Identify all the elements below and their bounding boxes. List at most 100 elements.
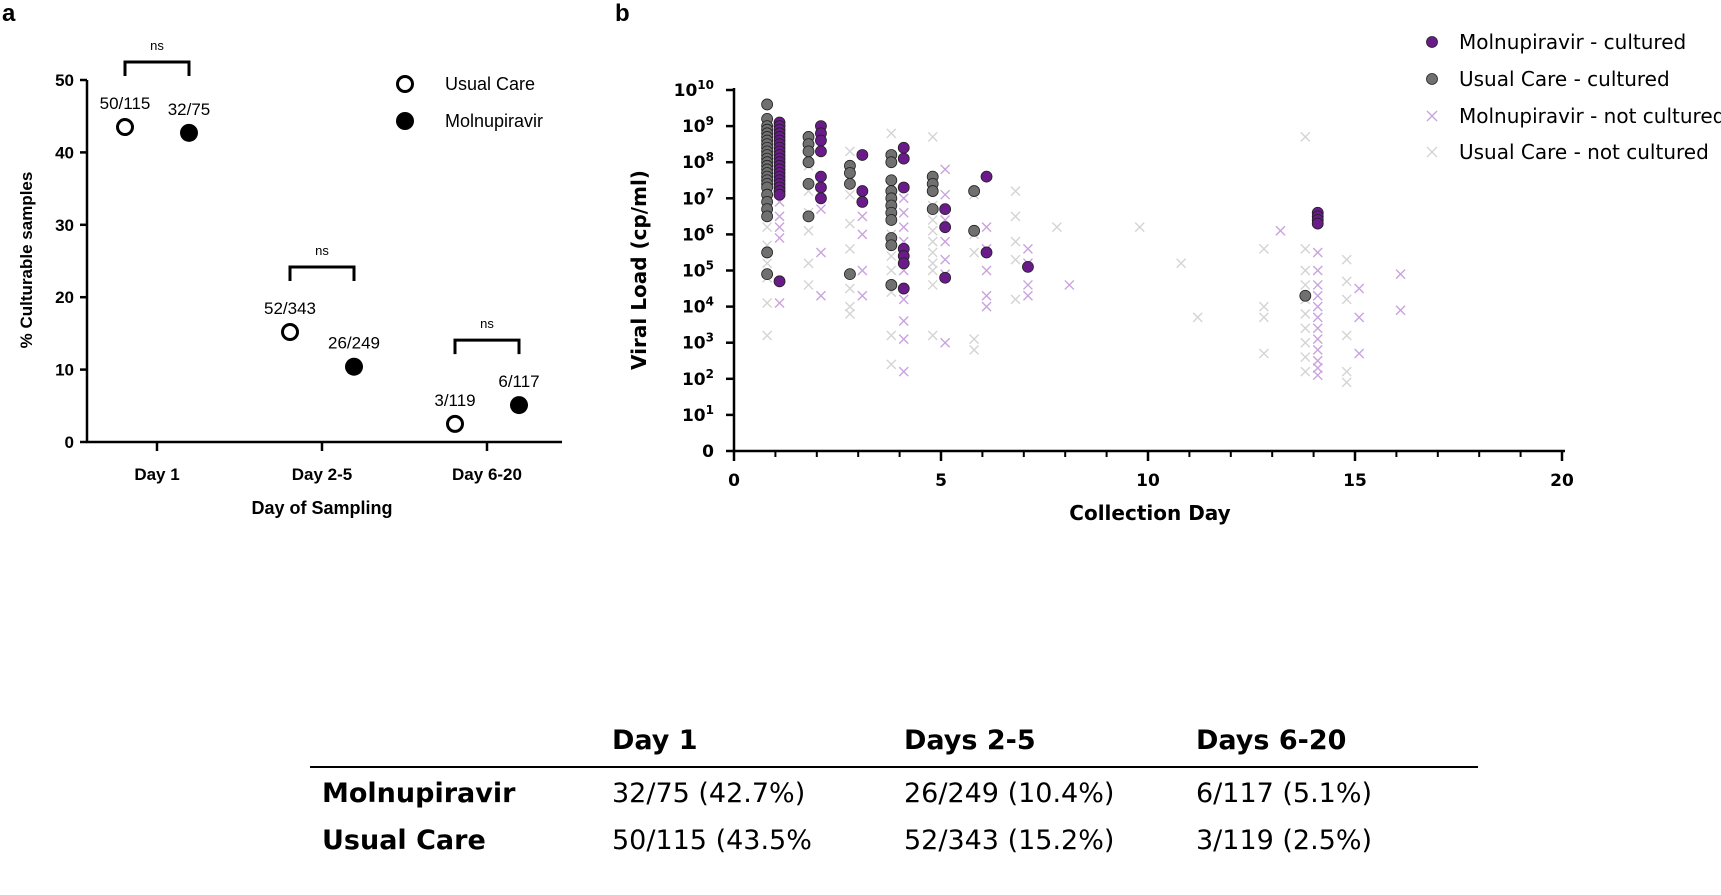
panel-a-y-tick-label: 20 [55, 288, 74, 307]
table-header-day-1: Day 1 [600, 715, 892, 768]
panel-b-point-usual-care-not-cultured [762, 297, 773, 308]
panel-a-data-label-molnupiravir: 32/75 [168, 100, 211, 119]
panel-b-point-molnupiravir-not-cultured [1312, 279, 1323, 290]
panel-b-point-molnupiravir-not-cultured [1312, 334, 1323, 345]
panel-b-point-molnupiravir-not-cultured [898, 366, 909, 377]
panel-b-point-molnupiravir-cultured [815, 192, 827, 205]
panel-b-point-usual-care-not-cultured [803, 225, 814, 236]
table-header-empty [310, 715, 600, 768]
panel-b-point-molnupiravir-not-cultured [981, 265, 992, 276]
panel-a-y-tick-label: 50 [55, 71, 74, 90]
panel-a-point-molnupiravir [510, 396, 528, 415]
panel-b-point-usual-care-not-cultured [886, 359, 897, 370]
panel-b-y-tick-label: 0 [702, 442, 714, 462]
panel-a-y-tick-label: 0 [65, 433, 74, 452]
panel-b-point-usual-care-not-cultured [1300, 243, 1311, 254]
table-header-row: Day 1 Days 2-5 Days 6-20 [310, 715, 1478, 768]
panel-b-point-usual-care-not-cultured [886, 330, 897, 341]
panel-b-point-usual-care-cultured [761, 246, 774, 259]
panel-b-point-molnupiravir-cultured [897, 282, 910, 295]
panel-b-point-molnupiravir-not-cultured [1312, 323, 1323, 334]
panel-a-y-axis-label: % Culturable samples [17, 172, 36, 349]
panel-b-point-molnupiravir-cultured [815, 170, 827, 183]
panel-b-point-usual-care-not-cultured [969, 344, 980, 355]
panel-b-point-usual-care-cultured [761, 268, 774, 281]
panel-a-chart: 0 10 20 30 40 50 Day 1 Day 2-5 Day 6-20 % Cultu… [17, 38, 562, 518]
panel-b-point-usual-care-not-cultured [927, 330, 938, 341]
panel-b-point-usual-care-not-cultured [927, 225, 938, 236]
panel-b-chart: 0 101 102 103 104 105 106 107 108 109 1010 0 5 10 15 2… [627, 30, 1721, 525]
panel-a-significance-bracket [288, 265, 356, 281]
panel-b-point-usual-care-not-cultured [1258, 301, 1269, 312]
panel-b-point-molnupiravir-not-cultured [1022, 290, 1033, 301]
panel-b-point-usual-care-not-cultured [844, 189, 855, 200]
panel-b-point-molnupiravir-cultured [773, 188, 786, 201]
panel-b-point-usual-care-not-cultured [969, 247, 980, 258]
panel-b-point-usual-care-not-cultured [927, 258, 938, 269]
panel-b-point-usual-care-not-cultured [927, 247, 938, 258]
panel-b-point-usual-care-not-cultured [844, 308, 855, 319]
panel-b-point-usual-care-cultured [885, 214, 898, 226]
panel-b-point-usual-care-not-cultured [1258, 348, 1269, 359]
panel-b-point-usual-care-cultured [1299, 289, 1312, 302]
panel-b-point-molnupiravir-not-cultured [940, 189, 951, 200]
panel-b-y-tick-label: 103 [682, 331, 714, 354]
panel-a-point-molnupiravir [345, 357, 363, 376]
panel-b-point-molnupiravir-not-cultured [1312, 355, 1323, 366]
panel-b-point-usual-care-not-cultured [1010, 211, 1021, 222]
panel-b-point-usual-care-not-cultured [844, 283, 855, 294]
panel-b-point-molnupiravir-not-cultured [898, 294, 909, 305]
panel-b-point-usual-care-not-cultured [1300, 308, 1311, 319]
panel-b-point-usual-care-not-cultured [969, 334, 980, 345]
panel-b-point-usual-care-not-cultured [1341, 276, 1352, 287]
panel-a-point-molnupiravir [180, 123, 198, 142]
panel-a-data-label-molnupiravir: 26/249 [328, 334, 380, 353]
panel-b-point-usual-care-cultured [885, 239, 898, 252]
panel-a-y-tick-label: 30 [55, 216, 74, 235]
table-cell: 3/119 (2.5%) [1196, 825, 1373, 856]
panel-b-point-usual-care-not-cultured [927, 279, 938, 290]
panel-b-point-usual-care-not-cultured [1134, 222, 1145, 233]
panel-b-point-molnupiravir-not-cultured [857, 229, 868, 240]
panel-b-x-axis-label: Collection Day [1069, 501, 1230, 525]
summary-table: Day 1 Days 2-5 Days 6-20 Molnupiravir 32… [310, 715, 1478, 862]
panel-b-point-usual-care-cultured [926, 203, 939, 216]
panel-b-point-usual-care-not-cultured [1010, 186, 1021, 197]
panel-b-point-usual-care-not-cultured [1051, 222, 1062, 233]
panel-b-x-tick-label: 10 [1136, 471, 1160, 491]
panel-b-point-molnupiravir-not-cultured [940, 337, 951, 348]
panel-b-point-molnupiravir-cultured [897, 152, 910, 165]
panel-a-x-axis-label: Day of Sampling [251, 498, 392, 518]
panel-b-legend-label-usual-care-not-cultured: Usual Care - not cultured [1459, 140, 1709, 164]
panel-a-point-usual-care [281, 322, 299, 341]
panel-b-x-tick-label: 15 [1343, 471, 1367, 491]
panel-b-point-molnupiravir-cultured [980, 246, 993, 259]
panel-b-point-molnupiravir-cultured [897, 257, 910, 270]
panel-b-point-usual-care-not-cultured [1010, 254, 1021, 265]
panel-a-significance-bracket [453, 338, 521, 355]
panel-b-point-molnupiravir-not-cultured [1022, 279, 1033, 290]
panel-a-y-tick-label: 10 [55, 361, 74, 380]
panel-a-significance-bracket [123, 60, 191, 77]
panel-b-point-molnupiravir-not-cultured [898, 316, 909, 327]
panel-b-point-molnupiravir-not-cultured [1354, 283, 1365, 294]
panel-b-y-tick-label: 104 [682, 295, 714, 318]
panel-b-point-usual-care-not-cultured [1300, 279, 1311, 290]
panel-b-point-molnupiravir-not-cultured [857, 290, 868, 301]
panel-b-point-molnupiravir-not-cultured [1312, 312, 1323, 323]
panel-b-y-tick-label: 1010 [674, 78, 714, 101]
panel-label-b: b [615, 0, 630, 27]
table-cell: 6/117 (5.1%) [1196, 778, 1373, 809]
panel-b-point-usual-care-cultured [802, 177, 815, 190]
panel-b-y-tick-label: 105 [682, 259, 714, 282]
panel-a-data-label-molnupiravir: 6/117 [498, 372, 539, 391]
panel-b-point-usual-care-cultured [802, 145, 815, 158]
panel-b-point-usual-care-not-cultured [886, 128, 897, 139]
panel-a-point-usual-care [116, 118, 134, 137]
panel-b-y-tick-label: 109 [682, 114, 714, 137]
panel-b-legend-marker-usual-care-not-cultured [1426, 146, 1438, 158]
panel-b-point-usual-care-not-cultured [1192, 312, 1203, 323]
panel-b-y-tick-label: 102 [682, 367, 714, 390]
panel-b-point-molnupiravir-cultured [1311, 217, 1324, 230]
panel-b-x-tick-label: 0 [728, 471, 740, 491]
